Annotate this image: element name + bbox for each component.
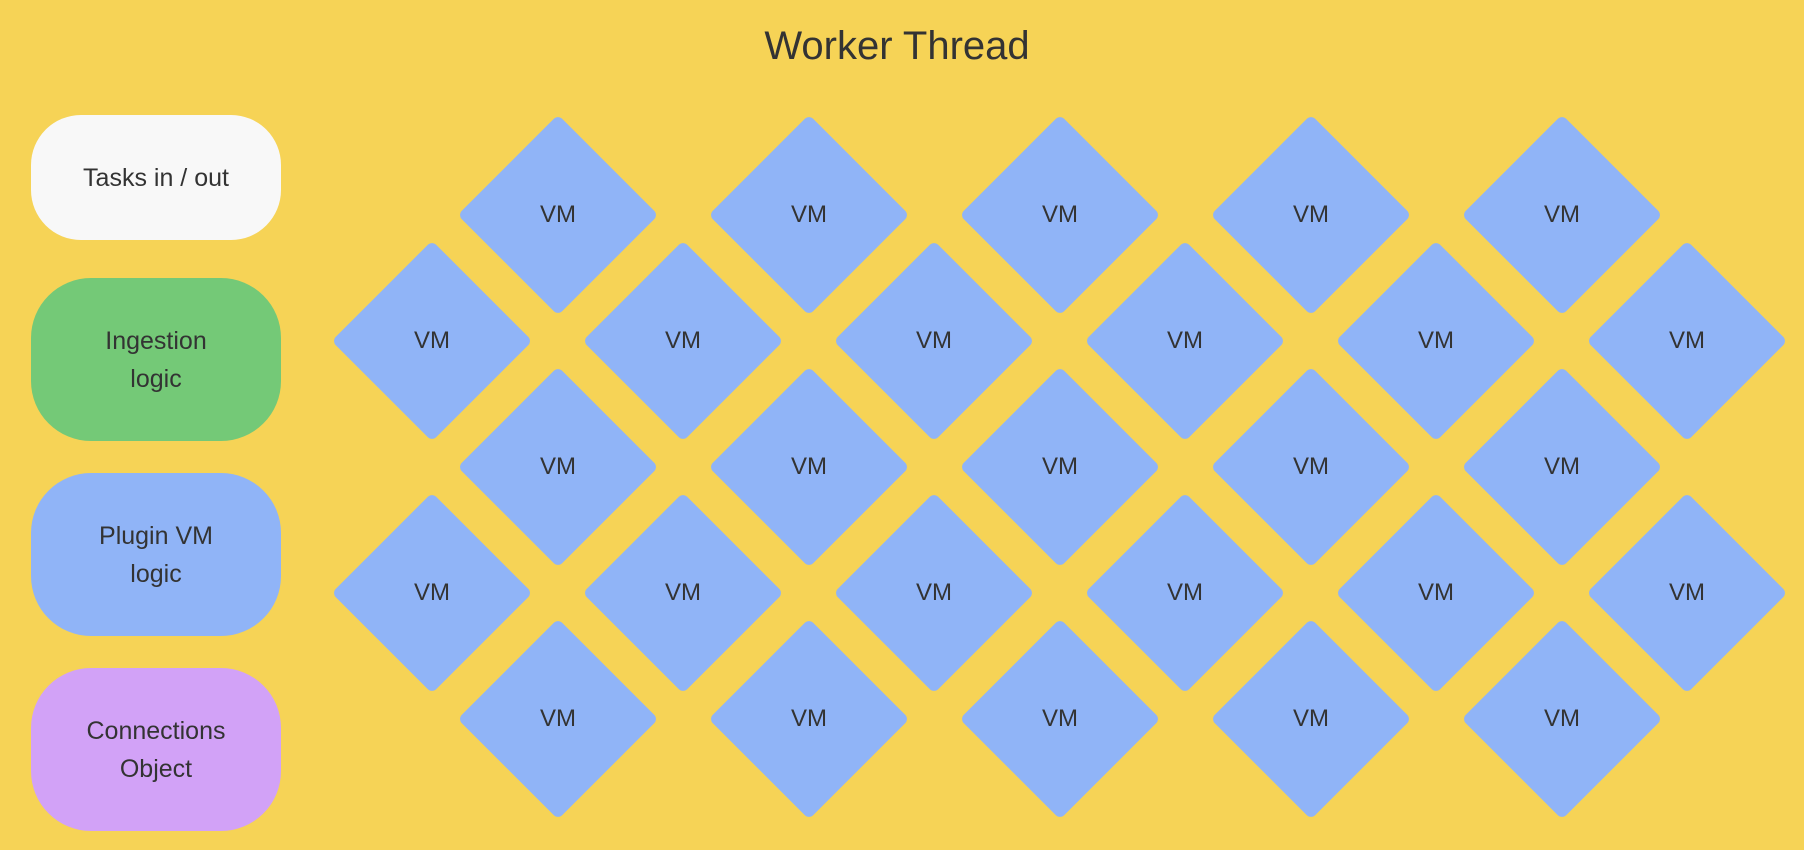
vm-diamond — [1210, 114, 1412, 316]
vm-diamond — [1210, 618, 1412, 820]
vm-diamond — [1084, 492, 1286, 694]
legend-tasks: Tasks in / out — [31, 115, 281, 240]
vm-diamond — [1461, 618, 1663, 820]
vm-diamond — [331, 492, 533, 694]
vm-diamond — [331, 240, 533, 442]
vm-diamond — [457, 114, 659, 316]
vm-diamond — [1084, 240, 1286, 442]
vm-diamond — [708, 366, 910, 568]
vm-diamond — [833, 492, 1035, 694]
vm-diamond — [582, 492, 784, 694]
vm-diamond — [1586, 240, 1788, 442]
vm-diamond — [1586, 492, 1788, 694]
vm-diamond — [1335, 492, 1537, 694]
vm-diamond — [1335, 240, 1537, 442]
vm-diamond — [959, 618, 1161, 820]
vm-diamond — [457, 618, 659, 820]
vm-diamond — [959, 114, 1161, 316]
legend-ingestion: Ingestion logic — [31, 278, 281, 441]
vm-diamond — [1461, 114, 1663, 316]
vm-diamond — [1210, 366, 1412, 568]
legend-plugin-vm: Plugin VM logic — [31, 473, 281, 636]
legend-connections: Connections Object — [31, 668, 281, 831]
vm-diamond — [959, 366, 1161, 568]
diagram-title: Worker Thread — [764, 24, 1030, 68]
vm-diamond — [1461, 366, 1663, 568]
vm-diamond — [833, 240, 1035, 442]
vm-diamond — [457, 366, 659, 568]
vm-diamond — [708, 114, 910, 316]
vm-diamond — [708, 618, 910, 820]
vm-diamond — [582, 240, 784, 442]
